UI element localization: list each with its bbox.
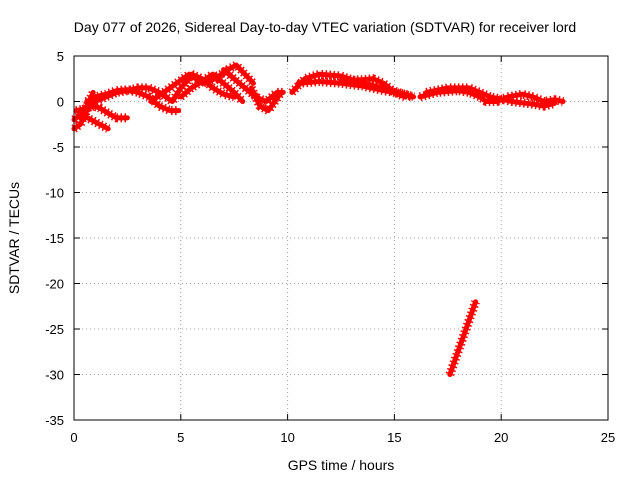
x-tick-label: 0 bbox=[70, 430, 77, 445]
series-arc-15-markers bbox=[425, 83, 556, 111]
data-series bbox=[71, 60, 566, 377]
series-arc-6-markers bbox=[148, 60, 257, 106]
axis-ticks: 0 5 10 15 20 25 5 0 -5 -10 -15 -20 -25 -30 -35 bbox=[45, 49, 615, 445]
y-tick-label: 0 bbox=[57, 95, 64, 110]
y-tick-label: -35 bbox=[45, 413, 64, 428]
y-axis-label: SDTVAR / TECUs bbox=[6, 182, 22, 294]
x-tick-label: 25 bbox=[601, 430, 615, 445]
chart-title: Day 077 of 2026, Sidereal Day-to-day VTE… bbox=[74, 19, 576, 35]
series-arc-13 bbox=[338, 76, 408, 100]
y-tick-label: -30 bbox=[45, 368, 64, 383]
series-arc-16 bbox=[447, 299, 479, 377]
series-arc-12-markers bbox=[297, 77, 415, 102]
series-arc-4-markers bbox=[80, 111, 111, 133]
x-axis-label: GPS time / hours bbox=[288, 457, 395, 473]
grid-lines bbox=[74, 56, 608, 420]
y-tick-label: -10 bbox=[45, 186, 64, 201]
series-arc-16-markers bbox=[445, 300, 480, 376]
y-tick-label: -25 bbox=[45, 322, 64, 337]
series-arc-1-markers bbox=[71, 90, 98, 124]
y-tick-label: -20 bbox=[45, 277, 64, 292]
series-arc-7 bbox=[178, 71, 246, 104]
series-arc-3-markers bbox=[75, 101, 128, 123]
y-tick-label: 5 bbox=[57, 49, 64, 64]
x-tick-label: 10 bbox=[280, 430, 294, 445]
x-tick-label: 5 bbox=[177, 430, 184, 445]
y-tick-label: -15 bbox=[45, 231, 64, 246]
y-tick-label: -5 bbox=[52, 140, 64, 155]
x-tick-label: 20 bbox=[494, 430, 508, 445]
series-arc-5-markers bbox=[84, 85, 179, 116]
x-tick-label: 15 bbox=[387, 430, 401, 445]
series-arc-14-markers bbox=[418, 86, 565, 106]
series-arc-10-markers bbox=[247, 85, 285, 116]
series-arc-8 bbox=[189, 71, 237, 100]
